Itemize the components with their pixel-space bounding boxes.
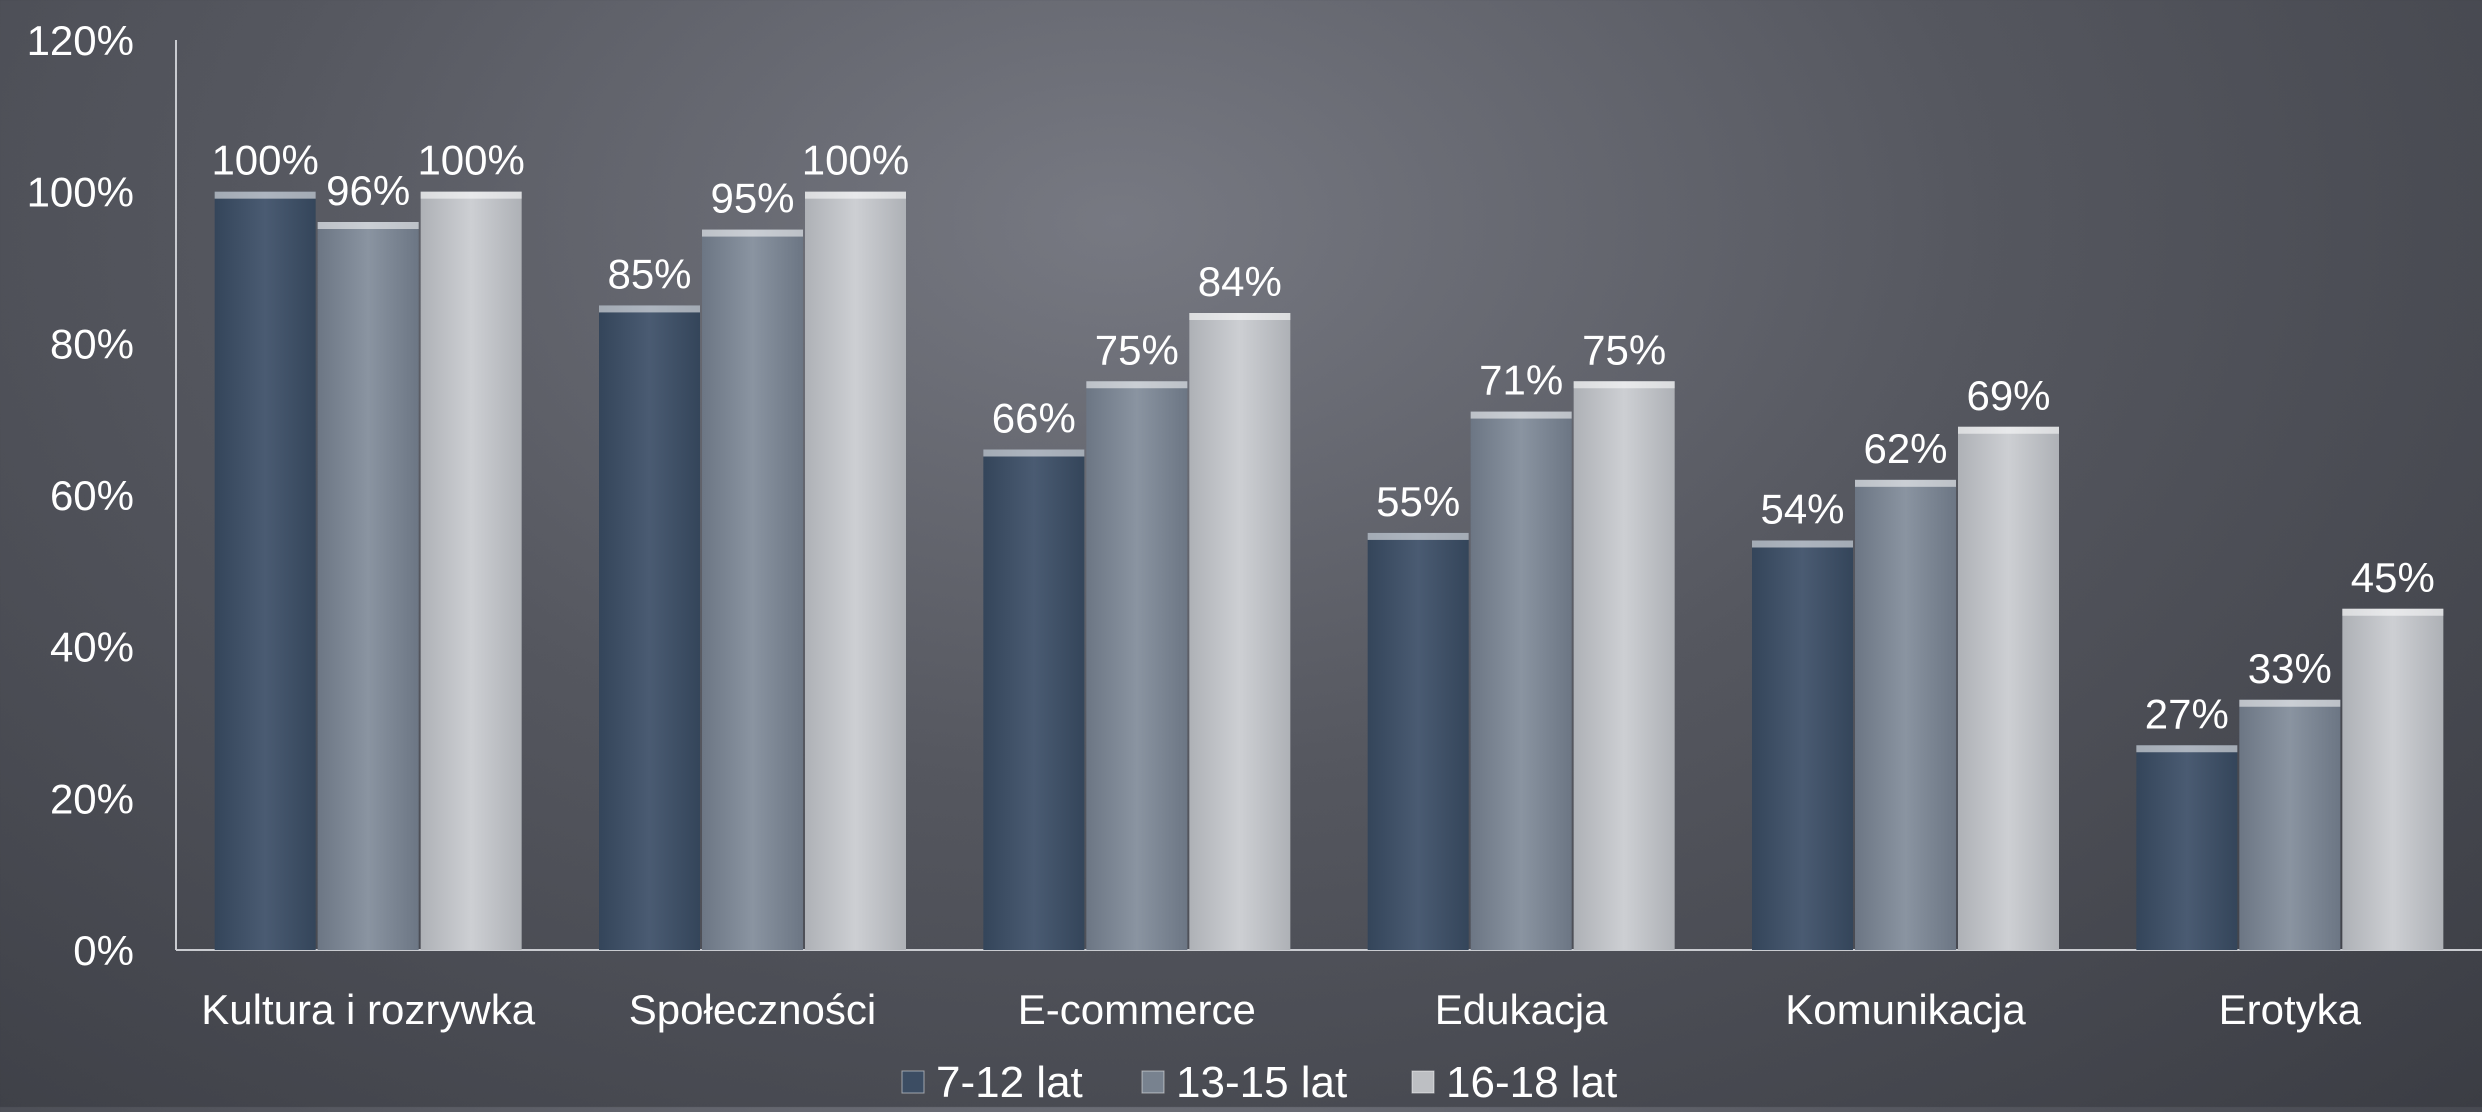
bar [1470, 411, 1572, 950]
bar-highlight [702, 229, 803, 237]
y-tick-label: 100% [27, 169, 134, 216]
x-category-label: Społeczności [629, 986, 876, 1033]
x-category-label: Komunikacja [1785, 986, 2026, 1033]
legend-swatch [1411, 1070, 1435, 1094]
data-label: 95% [710, 175, 794, 222]
data-label: 55% [1376, 478, 1460, 525]
bar-highlight [317, 222, 419, 229]
bar [702, 229, 803, 951]
bar-highlight [983, 449, 1085, 457]
y-tick-label: 120% [27, 17, 134, 64]
y-tick-label: 20% [50, 775, 134, 822]
bar-highlight [420, 191, 522, 199]
y-tick-label: 80% [50, 320, 134, 367]
bar [1752, 540, 1853, 950]
data-label: 27% [2145, 690, 2229, 737]
bar-highlight [1752, 540, 1853, 548]
y-tick-label: 0% [73, 927, 134, 974]
data-label: 100% [211, 137, 318, 184]
data-label: 96% [326, 167, 410, 214]
bar [599, 305, 700, 951]
bar [420, 191, 522, 950]
data-label: 84% [1198, 258, 1282, 305]
bar [317, 222, 419, 950]
bar [1086, 381, 1188, 950]
bar [214, 191, 316, 950]
data-label: 75% [1095, 326, 1179, 373]
data-labels-group: 100%96%100%85%95%100%66%75%84%55%71%75%5… [211, 137, 2434, 738]
legend-label: 13-15 lat [1176, 1058, 1347, 1107]
bar [1367, 532, 1469, 950]
bar-highlight [214, 191, 316, 199]
bar-highlight [1367, 532, 1469, 540]
legend: 7-12 lat 13-15 lat 16-18 lat [901, 1058, 1617, 1107]
bar-highlight [1855, 479, 1956, 487]
data-label: 75% [1582, 326, 1666, 373]
bar [1958, 426, 2059, 950]
bar [1855, 479, 1956, 950]
data-label: 69% [1966, 372, 2050, 419]
data-label: 62% [1863, 425, 1947, 472]
bar-highlight [599, 305, 700, 313]
x-category-label: Edukacja [1435, 986, 1608, 1033]
data-label: 100% [802, 137, 909, 184]
bar-highlight [1573, 381, 1675, 389]
data-label: 100% [417, 137, 524, 184]
bar-highlight [2136, 745, 2238, 753]
bar-highlight [1470, 411, 1572, 419]
x-category-label: E-commerce [1018, 986, 1256, 1033]
x-category-label: Erotyka [2219, 986, 2362, 1033]
bar-highlight [1189, 313, 1291, 320]
data-label: 54% [1760, 486, 1844, 533]
axes: 0% 20% 40% 60% 80% 100% 120% Kultura i rozrywka… [27, 17, 2482, 1033]
legend-swatch [901, 1070, 925, 1094]
y-tick-label: 60% [50, 472, 134, 519]
x-category-label: Kultura i rozrywka [201, 986, 535, 1033]
bar [2239, 699, 2341, 950]
data-label: 45% [2351, 554, 2435, 601]
data-label: 66% [992, 395, 1076, 442]
legend-swatch [1141, 1070, 1165, 1094]
y-tick-label: 40% [50, 624, 134, 671]
data-label: 85% [607, 250, 691, 297]
bar [1189, 313, 1291, 950]
bar-highlight [1086, 381, 1188, 389]
legend-label: 16-18 lat [1446, 1058, 1617, 1107]
bar-highlight [1958, 426, 2059, 434]
bar [2342, 608, 2444, 950]
bar [983, 449, 1085, 950]
bar [2136, 745, 2238, 950]
bar-highlight [2342, 608, 2444, 616]
data-label: 33% [2248, 645, 2332, 692]
bar [1573, 381, 1675, 950]
data-label: 71% [1479, 357, 1563, 404]
legend-label: 7-12 lat [936, 1058, 1083, 1107]
bars-group [214, 191, 2444, 951]
bar-highlight [2239, 699, 2341, 707]
bar [805, 191, 906, 950]
bar-highlight [805, 191, 906, 199]
